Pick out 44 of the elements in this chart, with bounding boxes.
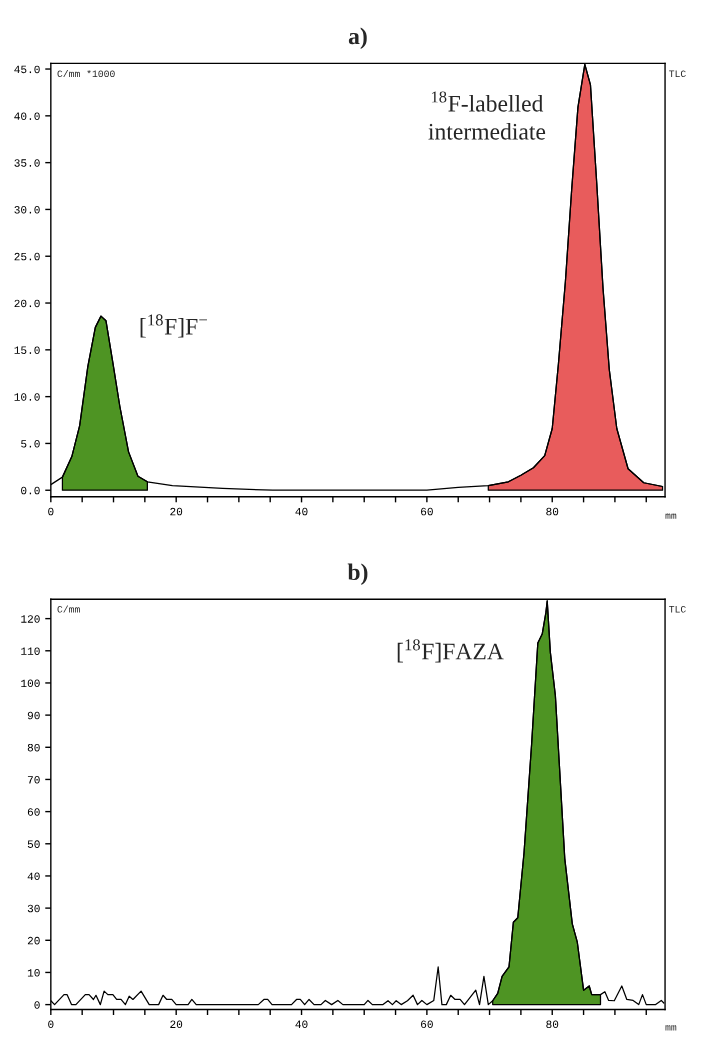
y-tick-label: 35.0 — [14, 159, 40, 167]
y-tick-label: 50 — [27, 840, 40, 848]
x-tick-label: 0 — [48, 507, 54, 516]
y-tick-label: 10.0 — [14, 393, 40, 401]
y-tick-label: 5.0 — [21, 440, 40, 448]
x-tick-label: 80 — [546, 507, 559, 516]
x-tick-label: 60 — [421, 507, 433, 516]
y-tick-label: 30.0 — [14, 206, 40, 214]
x-tick-label: 40 — [295, 507, 308, 516]
y-tick-label: 0 — [34, 1001, 40, 1009]
x-tick-label: 0 — [48, 1020, 54, 1029]
annotation: $^{18}$F-labelled intermediate — [428, 91, 546, 140]
y-tick-label: 30 — [27, 904, 40, 913]
x-tick-label: 40 — [295, 1020, 308, 1029]
text: TLC — [669, 70, 686, 78]
y-tick-label: 120 — [21, 615, 40, 623]
y-tick-label: 10 — [27, 969, 40, 977]
x-axis-title: mm — [665, 513, 677, 519]
y-axis-title: C/mm — [57, 605, 80, 613]
y-axis-title: C/mm *1000 — [57, 69, 115, 78]
y-tick-label: 60 — [27, 808, 40, 816]
y-tick-label: 45.0 — [14, 65, 40, 74]
y-tick-label: 20.0 — [14, 299, 40, 308]
y-tick-label: 15.0 — [14, 346, 40, 354]
x-tick-label: 80 — [546, 1020, 559, 1029]
y-tick-label: 110 — [21, 647, 40, 655]
x-tick-label: 20 — [170, 507, 183, 516]
y-tick-label: 90 — [27, 711, 40, 720]
y-tick-label: 100 — [21, 679, 40, 688]
y-tick-label: 70 — [27, 776, 40, 784]
chart-title: b) — [347, 563, 368, 585]
y-tick-label: 40 — [27, 872, 40, 881]
x-tick-label: 20 — [170, 1020, 183, 1029]
chart-title: a) — [348, 27, 367, 49]
y-tick-label: 25.0 — [14, 252, 40, 261]
text: TLC — [669, 606, 686, 613]
y-tick-label: 0.0 — [21, 486, 40, 495]
y-tick-label: 80 — [27, 743, 40, 752]
annotation: [$^{18}$F]FAZA — [397, 639, 504, 663]
x-tick-label: 60 — [421, 1020, 433, 1029]
y-tick-label: 40.0 — [14, 112, 40, 120]
x-axis-title: mm — [665, 1025, 677, 1031]
y-tick-label: 20 — [27, 936, 40, 945]
annotation: [$^{18}$F]F$^{−}$ — [140, 314, 207, 338]
